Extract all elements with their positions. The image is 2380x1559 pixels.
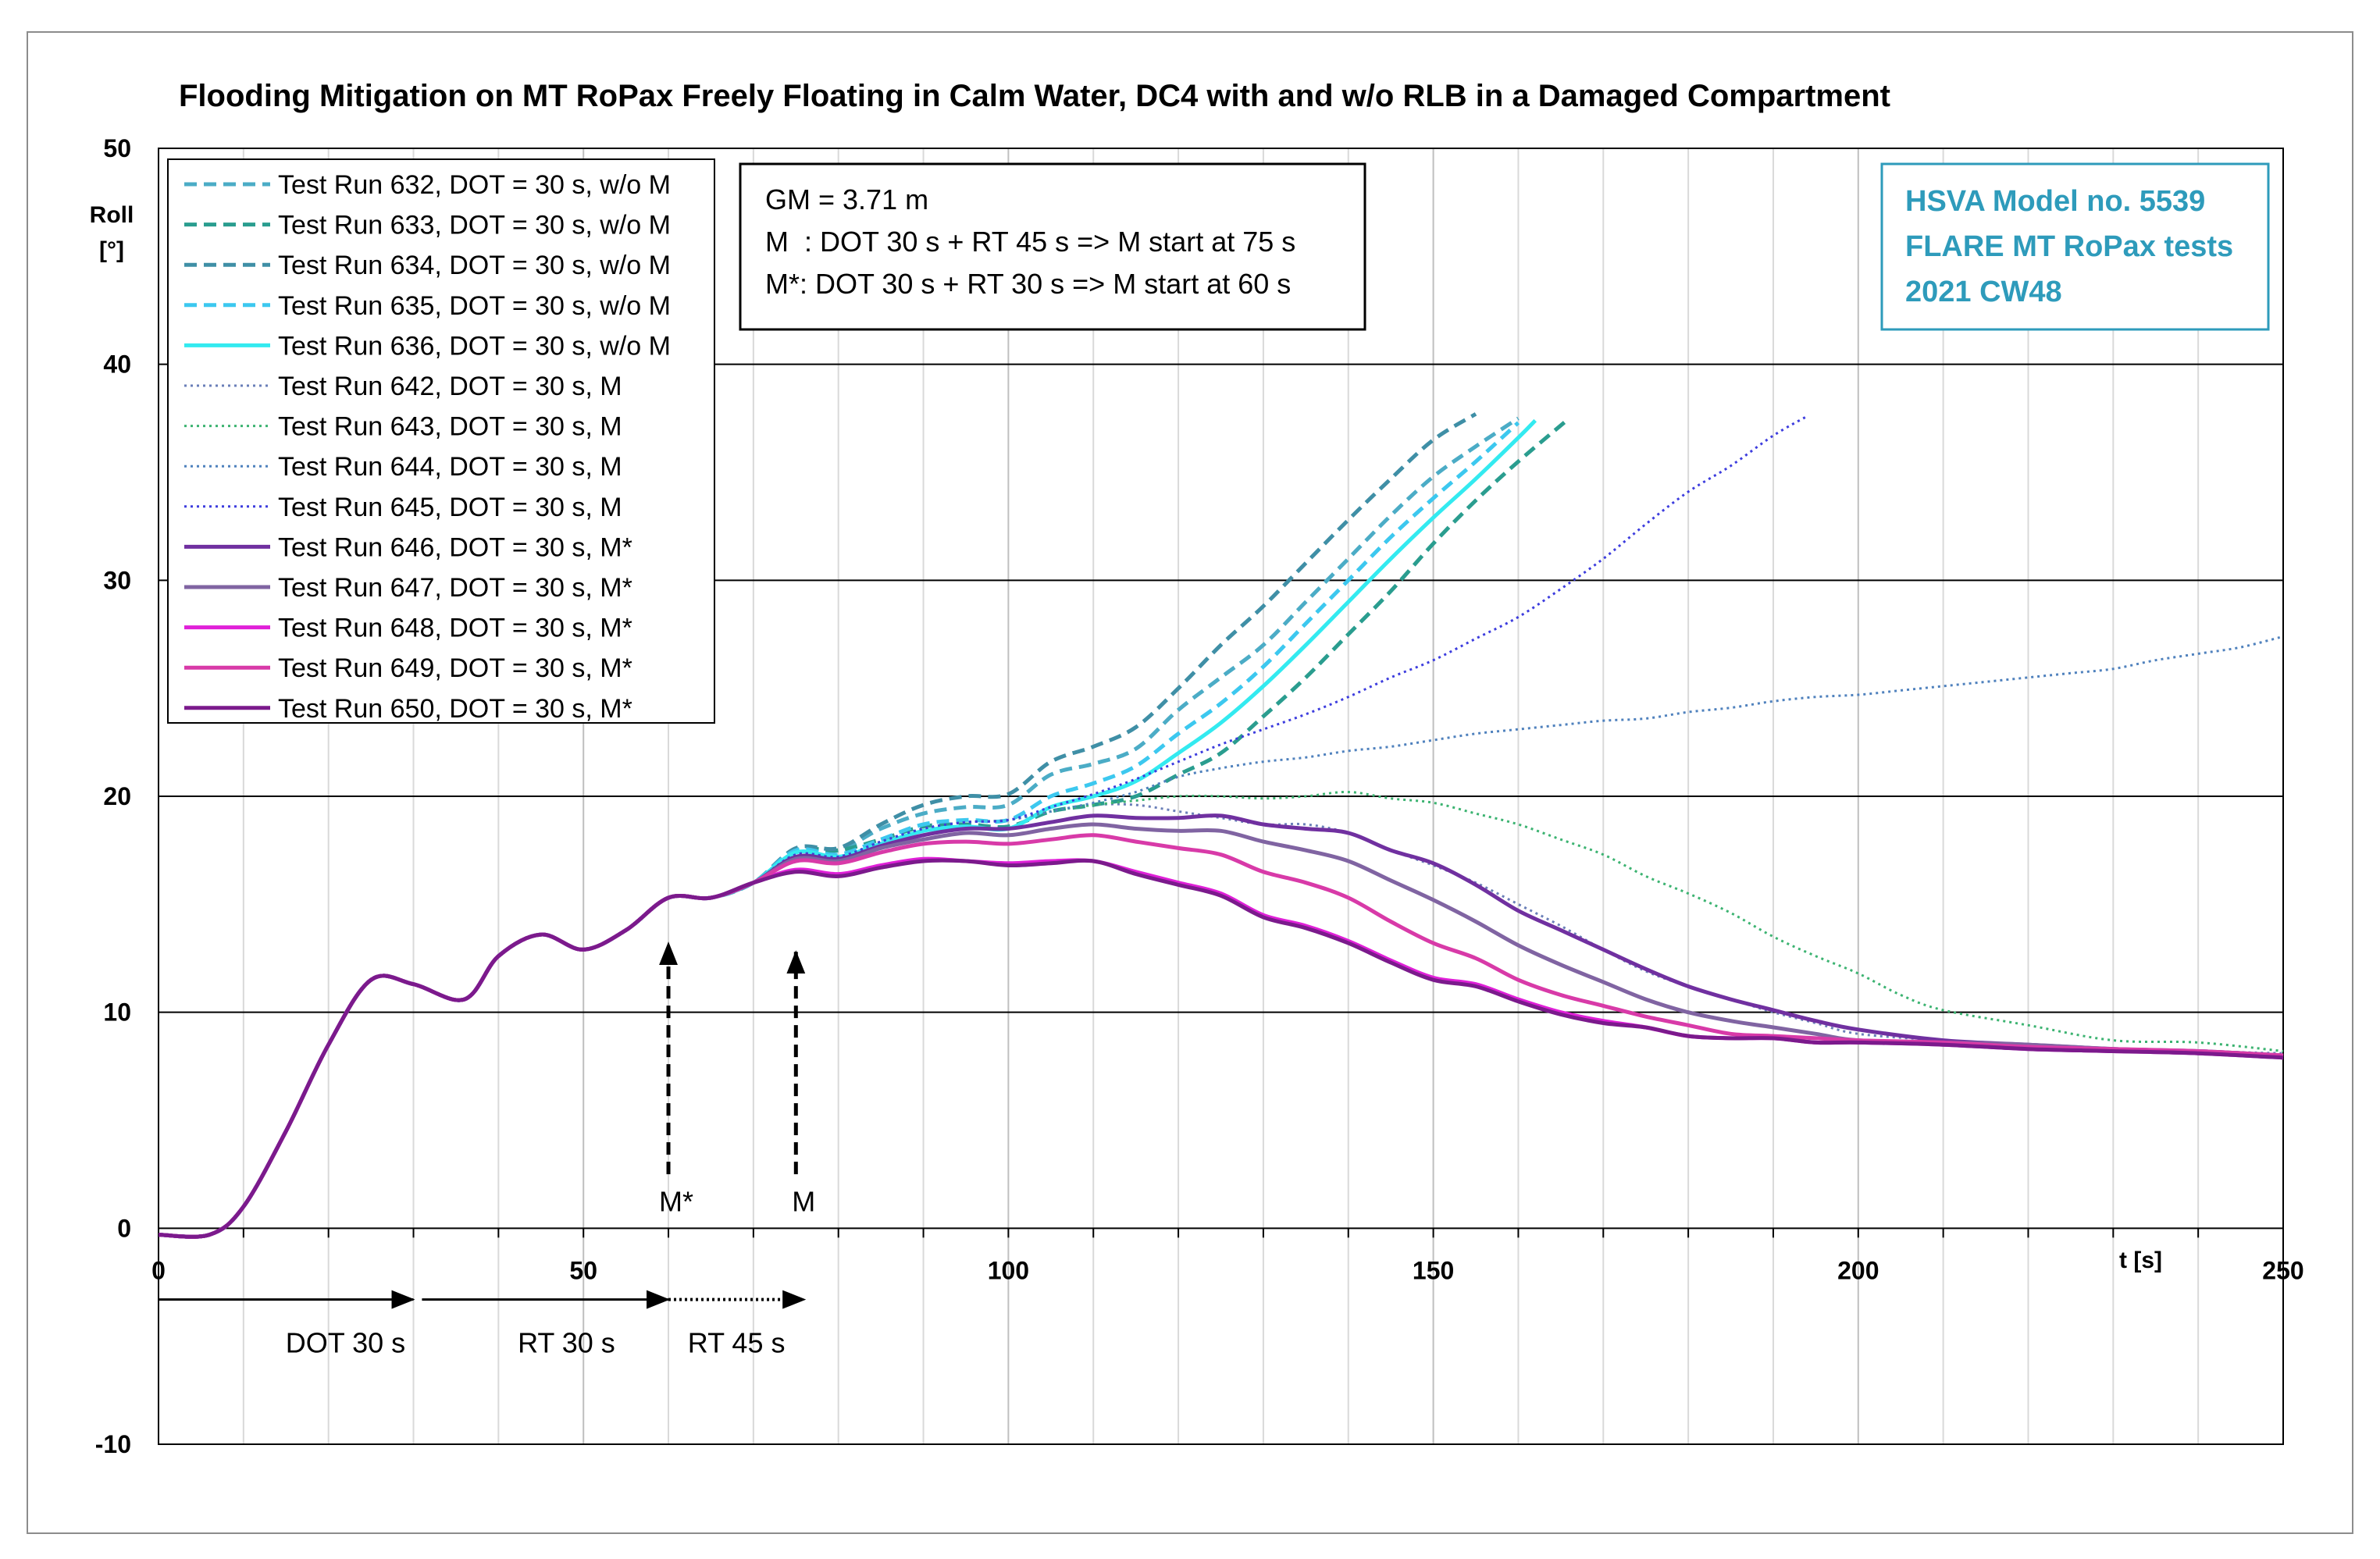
series-line-12 xyxy=(158,856,2284,1239)
info-m: M : DOT 30 s + RT 45 s => M start at 75 … xyxy=(765,226,1295,258)
series-line-7 xyxy=(158,790,2284,1238)
model-box xyxy=(1880,162,2270,331)
legend-entry-label: Test Run 647, DOT = 30 s, M* xyxy=(278,573,632,603)
phase-arrow-label: RT 30 s xyxy=(518,1327,615,1359)
y-tick-label: -10 xyxy=(95,1430,131,1458)
legend-entry-label: Test Run 633, DOT = 30 s, w/o M xyxy=(278,211,671,240)
series-line-11 xyxy=(158,822,2284,1239)
legend-entry-label: Test Run 635, DOT = 30 s, w/o M xyxy=(278,291,671,321)
info-m-star: M*: DOT 30 s + RT 30 s => M start at 60 … xyxy=(765,268,1291,300)
x-tick-label: 0 xyxy=(151,1256,166,1284)
chart-frame xyxy=(27,31,2353,1534)
legend-entry-label: Test Run 645, DOT = 30 s, M xyxy=(278,493,622,522)
x-tick-label: 50 xyxy=(569,1256,597,1284)
legend: Test Run 632, DOT = 30 s, w/o M Test Run … xyxy=(184,170,671,724)
legend-entry-label: Test Run 648, DOT = 30 s, M* xyxy=(278,614,632,643)
series-line-4 xyxy=(158,421,1520,1239)
model-date: 2021 CW48 xyxy=(1905,276,2062,308)
annotation-label: M xyxy=(792,1185,815,1217)
series-line-14 xyxy=(158,858,2284,1239)
y-axis-label-unit: [°] xyxy=(99,237,124,263)
phase-arrow-label: DOT 30 s xyxy=(286,1327,405,1359)
y-tick-label: 40 xyxy=(103,351,131,379)
series-line-9 xyxy=(158,415,1808,1238)
series-line-8 xyxy=(158,635,2284,1238)
series-line-10 xyxy=(158,813,2284,1239)
x-tick-label: 200 xyxy=(1837,1256,1879,1284)
legend-entry-label: Test Run 636, DOT = 30 s, w/o M xyxy=(278,331,671,361)
y-axis-label-roll: Roll xyxy=(90,202,134,228)
legend-entry-label: Test Run 632, DOT = 30 s, w/o M xyxy=(278,170,671,200)
legend-entry-label: Test Run 643, DOT = 30 s, M xyxy=(278,412,622,442)
x-axis-label: t [s] xyxy=(2119,1248,2162,1273)
legend-entry-label: Test Run 634, DOT = 30 s, w/o M xyxy=(278,251,671,280)
info-box xyxy=(739,162,1366,331)
legend-entry-label: Test Run 649, DOT = 30 s, M* xyxy=(278,653,632,683)
legend-entry-label: Test Run 646, DOT = 30 s, M* xyxy=(278,532,632,562)
y-tick-label: 30 xyxy=(103,566,131,594)
plot-area-border xyxy=(158,148,2284,1445)
legend-entry-label: Test Run 650, DOT = 30 s, M* xyxy=(278,694,632,724)
grid xyxy=(158,148,2284,1444)
x-tick-label: 250 xyxy=(2262,1256,2303,1284)
annotation-layer: M* M DOT 30 s RT 30 s RT 45 s xyxy=(159,941,815,1359)
y-tick-label: 10 xyxy=(103,998,131,1027)
series-line-6 xyxy=(158,803,2284,1238)
y-tick-label: 0 xyxy=(117,1214,131,1242)
annotation-label: M* xyxy=(659,1185,693,1217)
model-number: HSVA Model no. 5539 xyxy=(1905,185,2205,218)
axis-labels: 0 50 100 150 200 250 -10 0 10 20 30 40 50 xyxy=(95,134,2304,1458)
model-project: FLARE MT RoPax tests xyxy=(1905,230,2233,263)
y-tick-label: 50 xyxy=(103,134,131,162)
info-gm: GM = 3.71 m xyxy=(765,183,928,215)
chart-title: Flooding Mitigation on MT RoPax Freely F… xyxy=(179,79,1890,113)
legend-entry-label: Test Run 642, DOT = 30 s, M xyxy=(278,372,622,401)
phase-arrow-label: RT 45 s xyxy=(688,1327,786,1359)
x-tick-label: 100 xyxy=(988,1256,1029,1284)
x-tick-label: 150 xyxy=(1413,1256,1454,1284)
y-tick-label: 20 xyxy=(103,782,131,810)
series-layer xyxy=(158,412,2284,1239)
legend-entry-label: Test Run 644, DOT = 30 s, M xyxy=(278,452,622,482)
